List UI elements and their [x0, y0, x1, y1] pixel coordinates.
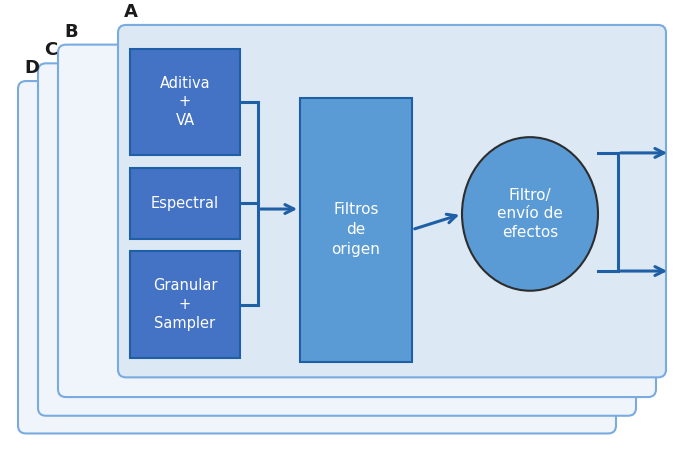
FancyBboxPatch shape — [130, 251, 240, 358]
FancyBboxPatch shape — [18, 81, 616, 433]
Text: Filtros
de
origen: Filtros de origen — [332, 202, 380, 257]
Text: D: D — [24, 59, 39, 77]
FancyBboxPatch shape — [118, 25, 666, 377]
FancyBboxPatch shape — [130, 49, 240, 155]
FancyBboxPatch shape — [130, 168, 240, 238]
Text: C: C — [44, 41, 57, 59]
Text: Filtro/
envío de
efectos: Filtro/ envío de efectos — [497, 188, 563, 240]
Text: A: A — [124, 3, 138, 21]
FancyBboxPatch shape — [38, 63, 636, 416]
Ellipse shape — [462, 137, 598, 291]
FancyBboxPatch shape — [300, 98, 412, 362]
Text: Granular
+
Sampler: Granular + Sampler — [153, 278, 218, 331]
Text: Aditiva
+
VA: Aditiva + VA — [159, 75, 210, 128]
Text: Espectral: Espectral — [151, 195, 219, 211]
FancyBboxPatch shape — [58, 44, 656, 397]
Text: B: B — [64, 23, 77, 41]
